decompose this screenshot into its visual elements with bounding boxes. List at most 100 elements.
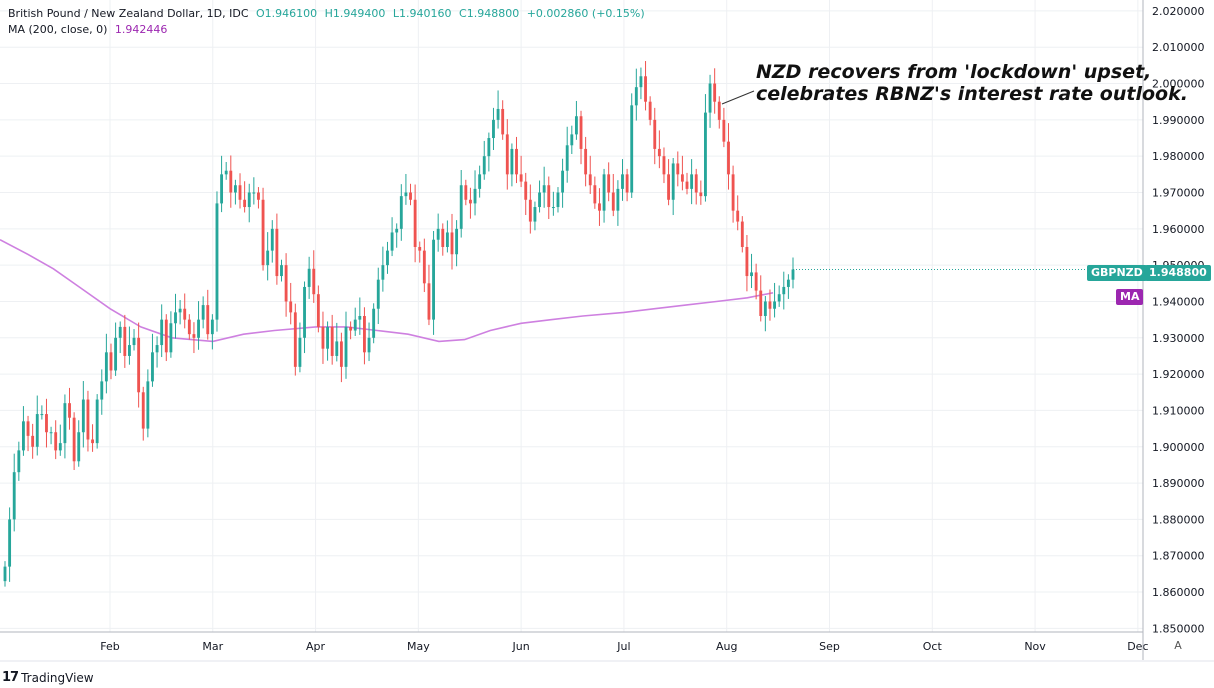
- candle-body: [132, 337, 136, 346]
- candle-body: [616, 188, 620, 211]
- candle-body: [390, 232, 394, 251]
- candle-body: [727, 141, 730, 175]
- y-tick-label: 2.010000: [1152, 41, 1205, 54]
- annotation-line-2: celebrates RBNZ's interest rate outlook.: [756, 83, 1188, 105]
- candle-body: [759, 290, 763, 316]
- y-tick-label: 1.890000: [1152, 477, 1205, 490]
- candle-body: [455, 228, 459, 255]
- candle-body: [538, 192, 541, 208]
- candle-body: [298, 337, 302, 367]
- candle-body: [118, 326, 122, 338]
- candle-body: [169, 323, 173, 353]
- tradingview-logo-icon: 17: [2, 670, 19, 685]
- candle-body: [22, 421, 25, 451]
- candle-body: [160, 319, 164, 346]
- y-tick-label: 1.850000: [1152, 622, 1205, 635]
- candle-body: [680, 174, 684, 182]
- candle-body: [528, 199, 532, 222]
- candle-body: [17, 450, 21, 473]
- candle-body: [519, 174, 523, 182]
- tradingview-branding[interactable]: 17 TradingView: [2, 670, 94, 685]
- candle-body: [487, 138, 491, 157]
- symbol-tag: GBPNZD: [1087, 265, 1147, 281]
- candle-body: [363, 316, 366, 353]
- candle-body: [77, 432, 81, 462]
- legend-ma-label[interactable]: MA (200, close, 0): [8, 23, 108, 36]
- auto-scale-button[interactable]: A: [1174, 639, 1182, 652]
- candle-body: [409, 192, 412, 200]
- candle-body: [570, 134, 574, 146]
- candle-body: [501, 108, 505, 135]
- candle-body: [293, 312, 297, 367]
- candle-body: [8, 519, 12, 567]
- legend-title: British Pound / New Zealand Dollar, 1D, …: [8, 7, 249, 20]
- candle-body: [238, 185, 242, 200]
- candle-body: [574, 116, 578, 135]
- candle-body: [515, 148, 518, 175]
- tradingview-name: TradingView: [21, 670, 94, 685]
- candle-body: [86, 399, 90, 440]
- candle-body: [561, 170, 565, 193]
- candle-body: [224, 170, 228, 175]
- x-tick-label: Aug: [716, 640, 737, 653]
- candle-body: [542, 185, 546, 193]
- candle-body: [321, 326, 325, 349]
- candle-body: [183, 308, 187, 320]
- candle-body: [215, 203, 219, 320]
- candle-body: [210, 319, 214, 335]
- candle-body: [201, 305, 205, 320]
- candle-body: [657, 148, 661, 157]
- candle-body: [607, 174, 611, 193]
- candle-body: [252, 192, 256, 194]
- grid: [0, 0, 1143, 632]
- candle-body: [662, 156, 666, 175]
- candle-body: [510, 148, 514, 175]
- y-tick-label: 1.870000: [1152, 550, 1205, 563]
- candle-body: [307, 268, 311, 287]
- legend-low: L1.940160: [392, 7, 452, 20]
- candle-body: [330, 326, 334, 356]
- candle-body: [768, 301, 772, 309]
- candle-body: [381, 265, 385, 280]
- x-tick-label: Dec: [1127, 640, 1148, 653]
- candles: [3, 61, 1143, 587]
- candle-body: [40, 414, 44, 416]
- legend-close: C1.948800: [459, 7, 520, 20]
- candle-body: [584, 148, 588, 175]
- x-tick-label: Oct: [923, 640, 943, 653]
- candle-body: [376, 279, 380, 309]
- candle-body: [676, 163, 680, 175]
- ma-200-line: [0, 238, 774, 343]
- candle-body: [91, 439, 94, 444]
- candle-body: [496, 108, 500, 120]
- candle-body: [786, 279, 790, 287]
- candle-body: [505, 134, 509, 175]
- candle-body: [404, 192, 408, 197]
- annotation-connector: [721, 90, 755, 105]
- chart-annotation: NZD recovers from 'lockdown' upset, cele…: [756, 61, 1188, 105]
- x-tick-label: Sep: [819, 640, 840, 653]
- candle-body: [344, 326, 348, 367]
- x-tick-label: Apr: [306, 640, 326, 653]
- candle-body: [114, 337, 118, 371]
- candle-body: [26, 421, 30, 436]
- candle-body: [284, 265, 288, 302]
- candle-body: [773, 301, 776, 309]
- candle-body: [104, 352, 108, 382]
- candle-body: [95, 399, 99, 444]
- candle-body: [358, 316, 362, 320]
- candle-body: [422, 250, 426, 284]
- candle-body: [100, 381, 104, 400]
- x-tick-label: May: [407, 640, 430, 653]
- chart-legend: British Pound / New Zealand Dollar, 1D, …: [8, 6, 649, 38]
- candle-body: [464, 185, 468, 200]
- candle-body: [418, 246, 422, 251]
- candle-body: [49, 432, 53, 434]
- candle-body: [68, 403, 71, 418]
- candle-body: [639, 76, 643, 88]
- ma-line-layer: [0, 238, 774, 343]
- candle-body: [12, 472, 16, 520]
- candle-body: [3, 566, 7, 582]
- candle-body: [717, 101, 721, 120]
